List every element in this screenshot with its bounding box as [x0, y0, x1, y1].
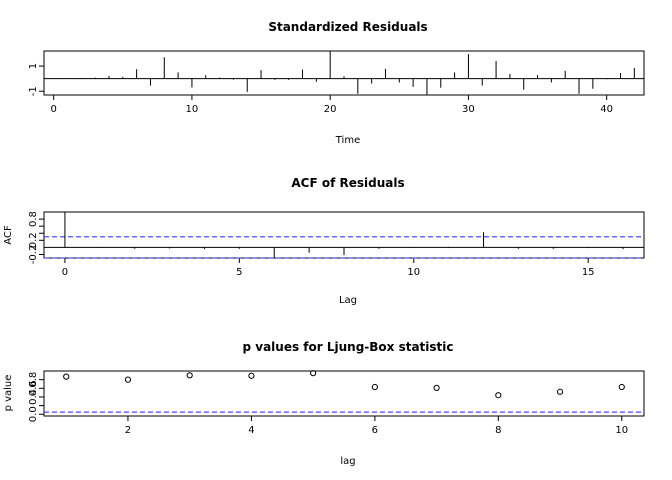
x-tick-label: 2: [125, 425, 131, 436]
x-tick-label: 5: [236, 267, 242, 278]
x-tick-label: 10: [186, 104, 199, 115]
panel3-title: p values for Ljung-Box statistic: [242, 340, 453, 354]
panel-acf: ACF of Residuals Lag ACF 0 5 10 15 -0.20.2 0.…: [3, 176, 645, 306]
x-tick-label: 0: [62, 267, 68, 278]
x-tick-label: 10: [407, 267, 420, 278]
y-tick-label: -0.2: [28, 245, 39, 265]
p-value-point: [63, 373, 70, 380]
p-value-point: [124, 376, 132, 383]
panel3-xlabel: lag: [340, 456, 355, 467]
p-value-point: [495, 392, 502, 399]
p-value-point: [556, 388, 564, 395]
panel2-xlabel: Lag: [339, 295, 357, 306]
p-value-point: [310, 370, 317, 377]
panel-standardized-residuals: Standardized Residuals Time 0 10 20 30 40 -1 1: [28, 20, 645, 146]
panel-ljung-box: p values for Ljung-Box statistic lag p v…: [3, 340, 645, 467]
panel2-ylabel: ACF: [3, 225, 14, 245]
y-tick-label: 1: [28, 63, 39, 69]
panel1-frame: [43, 50, 645, 96]
y-tick-label: 0.6: [28, 380, 39, 396]
x-tick-label: 6: [372, 425, 378, 436]
panel1-title: Standardized Residuals: [268, 20, 427, 34]
panel3-frame: [43, 370, 645, 417]
panel1-xlabel: Time: [335, 135, 360, 146]
y-tick-label: 0.8: [28, 211, 39, 227]
p-value-point: [618, 383, 625, 391]
x-tick-label: 15: [582, 267, 595, 278]
x-tick-label: 0: [50, 104, 56, 115]
y-tick-label: 0.8: [28, 372, 39, 388]
y-tick-label: 0.0: [28, 406, 39, 422]
y-tick-label: -1: [28, 86, 39, 96]
x-tick-label: 4: [248, 425, 254, 436]
y-tick-label: 0.4: [28, 389, 39, 405]
y-tick-label: 0.2: [28, 232, 39, 248]
x-tick-label: 40: [600, 104, 613, 115]
p-value-point: [248, 372, 255, 379]
x-tick-label: 10: [615, 425, 628, 436]
x-tick-label: 8: [495, 425, 501, 436]
p-value-point: [186, 372, 193, 379]
x-tick-label: 20: [324, 104, 337, 115]
panel3-ylabel: p value: [3, 375, 14, 412]
x-tick-label: 30: [462, 104, 475, 115]
p-value-point: [371, 383, 378, 391]
p-value-point: [433, 384, 440, 391]
panel2-title: ACF of Residuals: [291, 176, 404, 190]
